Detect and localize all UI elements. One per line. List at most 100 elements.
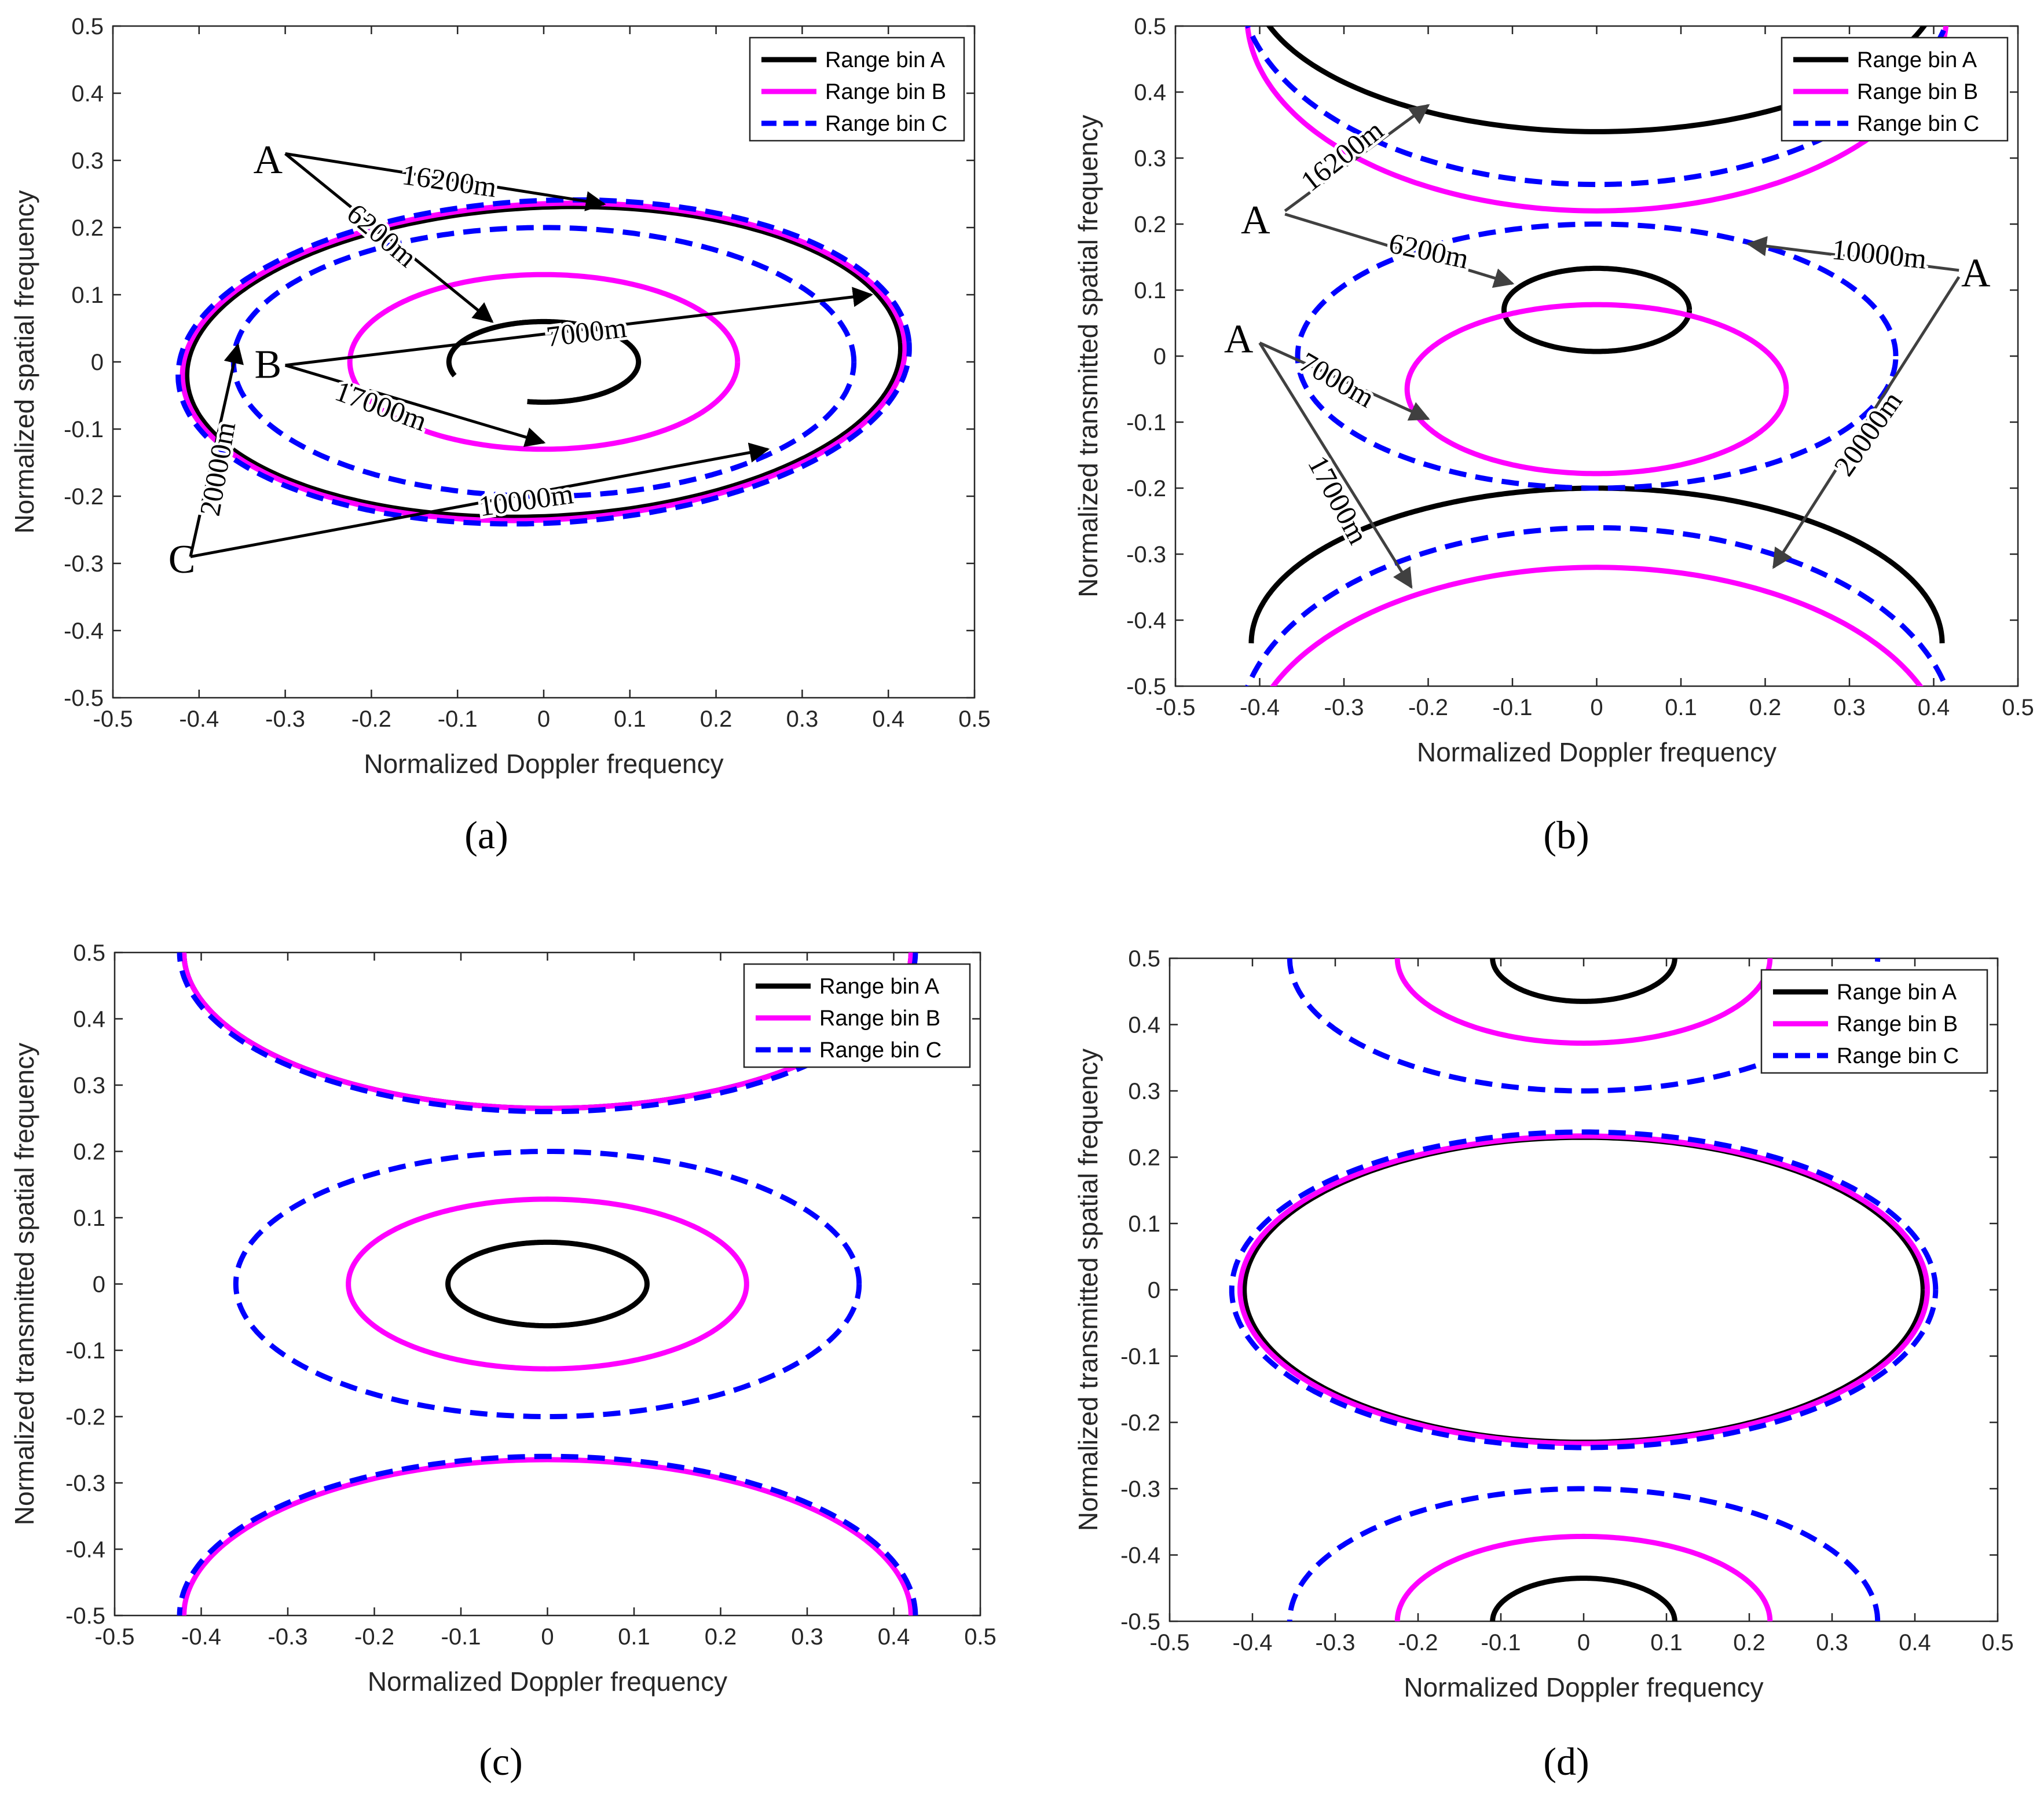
y-tick-label: 0.3 — [1134, 146, 1166, 171]
x-axis-label: Normalized Doppler frequency — [1417, 737, 1776, 767]
annotation-label: 7000m — [544, 311, 628, 353]
plot-area — [175, 197, 912, 527]
curve-range-bin-c — [175, 197, 912, 527]
annotation-label: 17000m — [1302, 450, 1375, 550]
curve-range-bin-a — [445, 1239, 650, 1329]
y-tick-label: -0.4 — [1126, 608, 1166, 633]
x-tick-label: 0.3 — [1833, 695, 1866, 720]
x-tick-label: -0.5 — [95, 1624, 135, 1650]
x-tick-label: -0.2 — [351, 706, 391, 732]
annotation-arrow — [190, 442, 770, 558]
annotation-letter: A — [1224, 317, 1254, 361]
series-range-bin-b — [180, 200, 908, 523]
plot-area — [1229, 958, 1939, 1621]
panel-c: -0.5 -0.4 -0.3 -0.2 -0.1 0 0.1 0.2 0.3 0.4 0.5 -0.5… — [9, 940, 997, 1783]
x-tick-label: 0.5 — [964, 1624, 997, 1650]
y-tick-label: -0.3 — [1126, 542, 1166, 567]
x-tick-label: -0.1 — [1493, 695, 1533, 720]
x-tick-label: 0.4 — [1918, 695, 1950, 720]
legend-entry: Range bin C — [1837, 1044, 1959, 1068]
x-tick-label: -0.5 — [93, 706, 133, 732]
curve-range-bin-b — [1244, 26, 1949, 214]
series-range-bin-c — [175, 197, 912, 527]
y-tick-label: 0.1 — [73, 1206, 105, 1231]
annotation-label: 10000m — [1830, 233, 1928, 275]
panel-caption: (a) — [464, 813, 508, 857]
y-tick-label: -0.5 — [64, 686, 104, 711]
y-axis-label: Normalized transmitted spatial frequency — [1073, 115, 1103, 597]
panel-caption: (b) — [1543, 813, 1589, 857]
curve-range-bin-c — [177, 1453, 918, 1615]
y-axis-label: Normalized transmitted spatial frequency — [1073, 1049, 1103, 1531]
y-tick-label: 0.5 — [71, 14, 104, 39]
x-tick-label: 0.1 — [1665, 695, 1697, 720]
curve-range-bin-a — [1266, 26, 1928, 134]
x-axis-label: Normalized Doppler frequency — [368, 1666, 727, 1697]
annotation-arrow — [284, 364, 546, 447]
x-axis-label: Normalized Doppler frequency — [1404, 1672, 1763, 1702]
x-tick-label: 0.5 — [2002, 695, 2034, 720]
y-tick-label: 0.5 — [1134, 14, 1166, 39]
annotation-arrow — [285, 152, 606, 211]
curve-range-bin-b — [1237, 1133, 1930, 1446]
y-tick-label: 0.5 — [73, 940, 105, 966]
legend: Range bin A Range bin B Range bin C — [1760, 969, 1988, 1074]
x-tick-label: 0.2 — [1733, 1630, 1765, 1655]
annotation-letter: A — [254, 138, 283, 182]
legend-entry: Range bin C — [825, 112, 947, 136]
series-range-bin-b — [1237, 958, 1930, 1621]
y-tick-label: -0.2 — [65, 1405, 105, 1430]
plot-area — [1244, 26, 1949, 686]
x-tick-label: 0.4 — [878, 1624, 910, 1650]
x-tick-label: 0.5 — [958, 706, 991, 732]
y-tick-label: -0.5 — [65, 1603, 105, 1629]
x-tick-label: -0.3 — [1316, 1630, 1356, 1655]
annotation-arrow — [189, 343, 244, 557]
y-tick-label: -0.5 — [1120, 1609, 1160, 1635]
y-tick-label: 0.2 — [73, 1140, 105, 1165]
y-tick-label: 0 — [91, 350, 104, 375]
legend: Range bin A Range bin B Range bin C — [749, 36, 965, 142]
panel-caption: (d) — [1543, 1739, 1589, 1783]
legend-entry: Range bin A — [825, 48, 946, 72]
x-tick-label: -0.2 — [1408, 695, 1448, 720]
y-tick-label: -0.2 — [1120, 1411, 1160, 1436]
curve-range-bin-a — [1241, 1134, 1926, 1445]
y-tick-label: 0 — [1153, 344, 1166, 369]
x-tick-label: 0 — [1590, 695, 1603, 720]
legend-entry: Range bin B — [1837, 1012, 1958, 1036]
annotation-arrow — [1772, 276, 1961, 569]
curve-range-bin-a — [446, 318, 642, 405]
x-tick-label: -0.5 — [1150, 1630, 1190, 1655]
y-tick-label: 0.4 — [71, 81, 104, 107]
curve-range-bin-c — [233, 1149, 862, 1419]
series-range-bin-b — [1244, 26, 1949, 686]
x-tick-label: 0.3 — [791, 1624, 823, 1650]
curve-range-bin-c — [1287, 1486, 1881, 1621]
x-tick-label: -0.3 — [1324, 695, 1364, 720]
annotation-letter: A — [1241, 198, 1270, 243]
annotation-label: 6200m — [1386, 226, 1472, 275]
legend: Range bin A Range bin B Range bin C — [1781, 36, 2009, 142]
y-axis-label: Normalized spatial frequency — [9, 190, 39, 533]
curve-range-bin-b — [1394, 1533, 1773, 1621]
panel-d: -0.5 -0.4 -0.3 -0.2 -0.1 0 0.1 0.2 0.3 0.4 0.5 -0.5… — [1073, 946, 2014, 1783]
annotation-arrow — [285, 287, 873, 367]
x-tick-label: 0 — [1577, 1630, 1590, 1655]
legend: Range bin A Range bin B Range bin C — [743, 963, 971, 1068]
curve-range-bin-c — [1245, 525, 1948, 686]
curve-range-bin-c — [1295, 221, 1899, 491]
y-tick-label: 0.1 — [1134, 278, 1166, 303]
y-tick-label: 0.3 — [1128, 1079, 1160, 1104]
x-tick-label: 0.2 — [700, 706, 732, 732]
x-tick-label: -0.1 — [1481, 1630, 1521, 1655]
y-tick-label: 0 — [1148, 1278, 1160, 1303]
series-range-bin-c — [1229, 958, 1939, 1621]
curve-range-bin-b — [181, 953, 914, 1111]
y-tick-label: -0.4 — [65, 1537, 105, 1563]
x-tick-label: 0.1 — [618, 1624, 650, 1650]
x-tick-label: -0.4 — [179, 706, 219, 732]
x-tick-label: -0.1 — [441, 1624, 481, 1650]
y-tick-label: 0.4 — [1134, 80, 1166, 105]
